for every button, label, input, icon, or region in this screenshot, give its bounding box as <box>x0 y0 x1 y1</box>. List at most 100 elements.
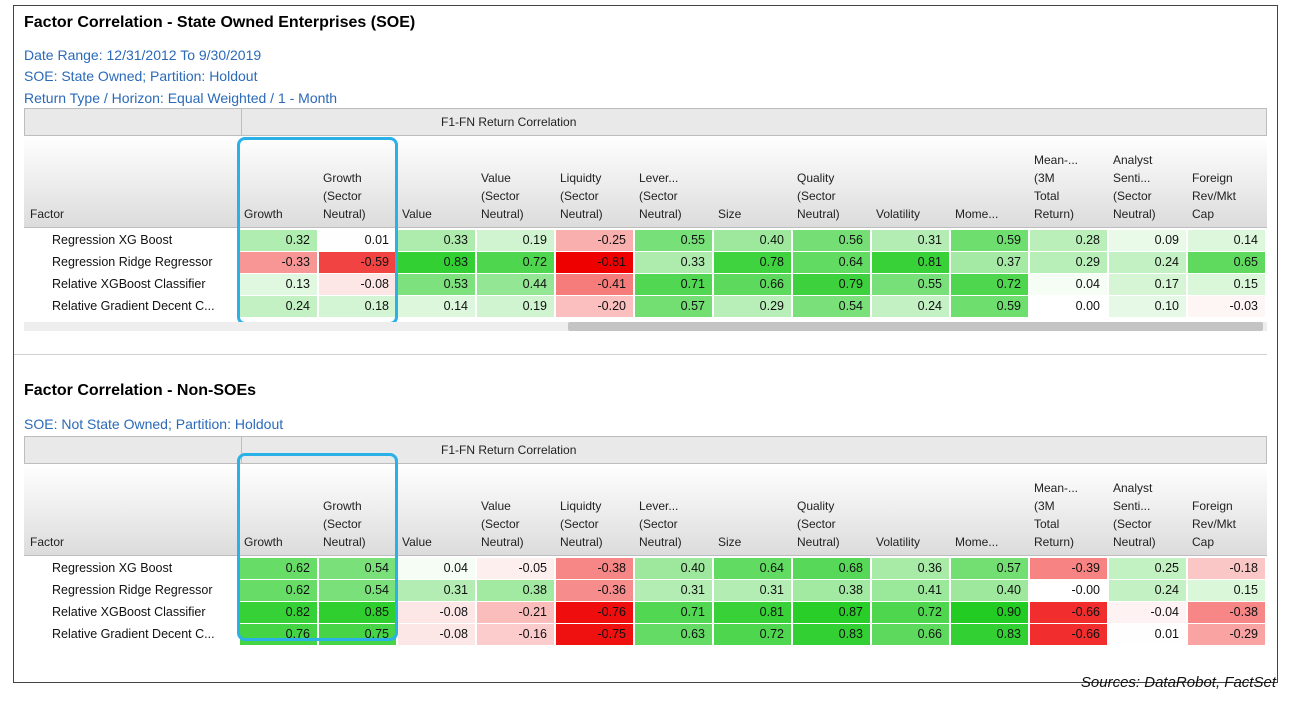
heatmap-cell[interactable]: -0.38 <box>1188 602 1266 623</box>
heatmap-cell[interactable]: 0.14 <box>398 296 476 317</box>
heatmap-cell[interactable]: -0.25 <box>556 230 634 251</box>
column-header[interactable]: Volatility <box>876 207 921 221</box>
heatmap-cell[interactable]: 0.44 <box>477 274 555 295</box>
column-header[interactable]: Mean-... (3M Total Return) <box>1034 153 1079 221</box>
column-header[interactable]: Value (Sector Neutral) <box>481 499 524 549</box>
heatmap-cell[interactable]: -0.39 <box>1030 558 1108 579</box>
heatmap-cell[interactable]: 0.79 <box>793 274 871 295</box>
column-header[interactable]: Foreign Rev/Mkt Cap <box>1192 499 1237 549</box>
heatmap-cell[interactable]: 0.64 <box>793 252 871 273</box>
heatmap-cell[interactable]: 0.18 <box>319 296 397 317</box>
heatmap-cell[interactable]: 0.31 <box>714 580 792 601</box>
heatmap-cell[interactable]: 0.68 <box>793 558 871 579</box>
heatmap-cell[interactable]: 0.28 <box>1030 230 1108 251</box>
column-header[interactable]: Size <box>718 207 742 221</box>
heatmap-cell[interactable]: -0.33 <box>240 252 318 273</box>
heatmap-cell[interactable]: 0.71 <box>635 602 713 623</box>
heatmap-cell[interactable]: 0.24 <box>1109 580 1187 601</box>
heatmap-cell[interactable]: 0.57 <box>635 296 713 317</box>
table-row[interactable]: Relative XGBoost Classifier 0.13 -0.08 0.53… <box>24 274 1267 296</box>
heatmap-cell[interactable]: -0.38 <box>556 558 634 579</box>
heatmap-cell[interactable]: 0.04 <box>1030 274 1108 295</box>
heatmap-cell[interactable]: 0.83 <box>398 252 476 273</box>
column-header[interactable]: Growth (Sector Neutral) <box>323 171 366 221</box>
heatmap-cell[interactable]: -0.08 <box>319 274 397 295</box>
heatmap-cell[interactable]: 0.90 <box>951 602 1029 623</box>
column-header[interactable]: Liquidty (Sector Neutral) <box>560 171 603 221</box>
table-row[interactable]: Relative Gradient Decent C... 0.24 0.18 0.1… <box>24 296 1267 318</box>
table-row[interactable]: Relative Gradient Decent C... 0.76 0.75 -0.… <box>24 624 1267 646</box>
heatmap-cell[interactable]: 0.87 <box>793 602 871 623</box>
heatmap-cell[interactable]: -0.00 <box>1030 580 1108 601</box>
heatmap-cell[interactable]: 0.55 <box>872 274 950 295</box>
heatmap-cell[interactable]: 0.15 <box>1188 274 1266 295</box>
column-header[interactable]: Quality (Sector Neutral) <box>797 499 840 549</box>
heatmap-cell[interactable]: 0.24 <box>240 296 318 317</box>
heatmap-cell[interactable]: 0.25 <box>1109 558 1187 579</box>
heatmap-cell[interactable]: 0.32 <box>240 230 318 251</box>
heatmap-cell[interactable]: 0.65 <box>1188 252 1266 273</box>
heatmap-cell[interactable]: 0.24 <box>872 296 950 317</box>
heatmap-cell[interactable]: 0.36 <box>872 558 950 579</box>
heatmap-cell[interactable]: 0.13 <box>240 274 318 295</box>
heatmap-cell[interactable]: -0.66 <box>1030 602 1108 623</box>
heatmap-cell[interactable]: -0.81 <box>556 252 634 273</box>
column-header[interactable]: Liquidty (Sector Neutral) <box>560 499 603 549</box>
heatmap-cell[interactable]: -0.08 <box>398 624 476 645</box>
table-row[interactable]: Regression XG Boost 0.32 0.01 0.33 0.19 -0.25… <box>24 230 1267 252</box>
heatmap-cell[interactable]: -0.29 <box>1188 624 1266 645</box>
column-header[interactable]: Lever... (Sector Neutral) <box>639 171 682 221</box>
heatmap-cell[interactable]: 0.38 <box>793 580 871 601</box>
heatmap-cell[interactable]: -0.75 <box>556 624 634 645</box>
heatmap-cell[interactable]: 0.00 <box>1030 296 1108 317</box>
heatmap-cell[interactable]: 0.81 <box>714 602 792 623</box>
heatmap-cell[interactable]: 0.62 <box>240 558 318 579</box>
column-header[interactable]: Value <box>402 207 432 221</box>
heatmap-cell[interactable]: 0.72 <box>477 252 555 273</box>
column-header[interactable]: Analyst Senti... (Sector Neutral) <box>1113 481 1156 549</box>
heatmap-cell[interactable]: -0.21 <box>477 602 555 623</box>
heatmap-cell[interactable]: -0.41 <box>556 274 634 295</box>
heatmap-cell[interactable]: 0.09 <box>1109 230 1187 251</box>
heatmap-cell[interactable]: 0.54 <box>319 558 397 579</box>
heatmap-cell[interactable]: 0.33 <box>398 230 476 251</box>
heatmap-cell[interactable]: -0.18 <box>1188 558 1266 579</box>
column-header[interactable]: Value <box>402 535 432 549</box>
heatmap-cell[interactable]: 0.66 <box>872 624 950 645</box>
heatmap-cell[interactable]: 0.83 <box>793 624 871 645</box>
heatmap-cell[interactable]: 0.71 <box>635 274 713 295</box>
heatmap-cell[interactable]: 0.72 <box>951 274 1029 295</box>
column-header[interactable]: Size <box>718 535 742 549</box>
heatmap-cell[interactable]: 0.63 <box>635 624 713 645</box>
heatmap-cell[interactable]: -0.76 <box>556 602 634 623</box>
heatmap-cell[interactable]: 0.31 <box>635 580 713 601</box>
heatmap-cell[interactable]: 0.31 <box>398 580 476 601</box>
scrollbar-thumb[interactable] <box>568 322 1263 331</box>
heatmap-cell[interactable]: -0.16 <box>477 624 555 645</box>
heatmap-cell[interactable]: 0.33 <box>635 252 713 273</box>
column-header[interactable]: Value (Sector Neutral) <box>481 171 524 221</box>
heatmap-cell[interactable]: 0.41 <box>872 580 950 601</box>
heatmap-cell[interactable]: 0.54 <box>319 580 397 601</box>
column-header[interactable]: Growth (Sector Neutral) <box>323 499 366 549</box>
heatmap-cell[interactable]: 0.17 <box>1109 274 1187 295</box>
column-header[interactable]: Growth <box>244 535 283 549</box>
heatmap-cell[interactable]: 0.72 <box>714 624 792 645</box>
heatmap-cell[interactable]: 0.40 <box>714 230 792 251</box>
heatmap-cell[interactable]: 0.37 <box>951 252 1029 273</box>
heatmap-cell[interactable]: 0.04 <box>398 558 476 579</box>
heatmap-cell[interactable]: 0.54 <box>793 296 871 317</box>
column-header[interactable]: Quality (Sector Neutral) <box>797 171 840 221</box>
heatmap-cell[interactable]: 0.83 <box>951 624 1029 645</box>
heatmap-cell[interactable]: 0.19 <box>477 230 555 251</box>
heatmap-cell[interactable]: -0.08 <box>398 602 476 623</box>
heatmap-cell[interactable]: 0.66 <box>714 274 792 295</box>
column-header[interactable]: Mome... <box>955 535 999 549</box>
heatmap-cell[interactable]: 0.55 <box>635 230 713 251</box>
heatmap-cell[interactable]: -0.36 <box>556 580 634 601</box>
table-row[interactable]: Regression Ridge Regressor -0.33 -0.59 0.83… <box>24 252 1267 274</box>
column-header[interactable]: Mean-... (3M Total Return) <box>1034 481 1079 549</box>
table-row[interactable]: Regression Ridge Regressor 0.62 0.54 0.31 0.… <box>24 580 1267 602</box>
heatmap-cell[interactable]: 0.82 <box>240 602 318 623</box>
heatmap-cell[interactable]: 0.57 <box>951 558 1029 579</box>
